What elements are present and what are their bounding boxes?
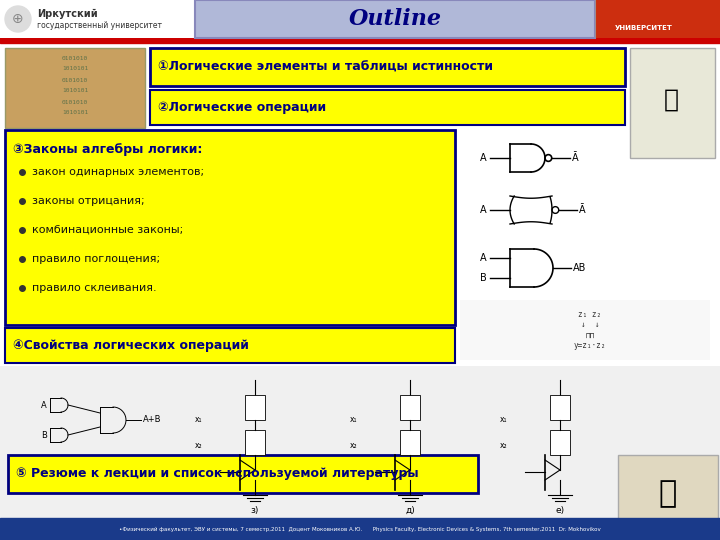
Bar: [340, 375, 485, 515]
Bar: [5, 370, 720, 518]
Bar: [595, 0, 720, 38]
Bar: [5, 328, 455, 363]
Text: ③Законы алгебры логики:: ③Законы алгебры логики:: [13, 144, 202, 157]
Text: x₁: x₁: [195, 415, 202, 424]
Bar: [150, 48, 625, 86]
Text: ②Логические операции: ②Логические операции: [158, 100, 326, 113]
Text: правило поглощения;: правило поглощения;: [32, 254, 160, 264]
Bar: [460, 300, 710, 360]
Text: z₁ z₂
↓  ↓
⊓⊓
y=z₁·z₂: z₁ z₂ ↓ ↓ ⊓⊓ y=z₁·z₂: [574, 310, 606, 350]
Text: законы отрицания;: законы отрицания;: [32, 196, 145, 206]
Text: A: A: [480, 253, 487, 263]
Text: A: A: [41, 401, 47, 409]
Text: x₂: x₂: [195, 441, 202, 449]
Text: 1010101: 1010101: [62, 111, 88, 116]
Text: 0101010: 0101010: [62, 78, 88, 83]
Text: комбинационные законы;: комбинационные законы;: [32, 225, 184, 235]
Text: Иркутский: Иркутский: [37, 9, 98, 19]
Text: правило склеивания.: правило склеивания.: [32, 283, 157, 293]
Text: ④Свойства логических операций: ④Свойства логических операций: [13, 339, 249, 352]
Bar: [150, 90, 625, 125]
Bar: [550, 395, 570, 420]
Text: B: B: [480, 273, 487, 284]
Text: Ā: Ā: [579, 205, 585, 215]
Text: 1010101: 1010101: [62, 89, 88, 93]
Bar: [185, 375, 330, 515]
Text: ⊕: ⊕: [12, 12, 24, 26]
Bar: [5, 48, 145, 128]
Text: A: A: [480, 205, 487, 215]
Text: AB: AB: [573, 263, 586, 273]
Bar: [195, 0, 595, 38]
Bar: [630, 48, 715, 158]
Bar: [618, 455, 718, 533]
Text: д): д): [405, 505, 415, 515]
Bar: [595, 0, 720, 38]
Bar: [0, 366, 720, 521]
Bar: [490, 375, 635, 515]
Text: x₂: x₂: [350, 441, 358, 449]
Text: x₁: x₁: [350, 415, 358, 424]
Text: 🖥️: 🖥️: [665, 88, 680, 112]
Text: •Физический факультет, ЭВУ и системы, 7 семестр,2011  Доцент Моковников А.Ю.    : •Физический факультет, ЭВУ и системы, 7 …: [119, 526, 601, 531]
Bar: [0, 0, 195, 38]
Text: A+B: A+B: [143, 415, 161, 424]
Text: ⑤ Резюме к лекции и список используемой литературы: ⑤ Резюме к лекции и список используемой …: [16, 468, 418, 481]
Text: з): з): [251, 505, 259, 515]
Text: 0101010: 0101010: [62, 56, 88, 60]
Text: е): е): [555, 505, 564, 515]
Text: B: B: [41, 430, 47, 440]
Bar: [400, 430, 420, 455]
Bar: [400, 395, 420, 420]
Text: x₂: x₂: [500, 441, 508, 449]
Text: закон одинарных элементов;: закон одинарных элементов;: [32, 167, 204, 177]
Circle shape: [5, 6, 31, 32]
Text: 1010101: 1010101: [62, 66, 88, 71]
Text: A: A: [480, 153, 487, 163]
Text: ①Логические элементы и таблицы истинности: ①Логические элементы и таблицы истинност…: [158, 60, 493, 73]
Text: Ā: Ā: [572, 153, 578, 163]
Bar: [5, 130, 455, 325]
Text: 📚: 📚: [659, 480, 677, 509]
Bar: [0, 518, 720, 540]
Text: x₁: x₁: [500, 415, 508, 424]
Bar: [0, 0, 720, 38]
Text: Outline: Outline: [348, 8, 441, 30]
Bar: [245, 395, 265, 420]
Bar: [550, 430, 570, 455]
Bar: [8, 455, 478, 493]
Text: 0101010: 0101010: [62, 99, 88, 105]
Text: государственный университет: государственный университет: [37, 21, 162, 30]
Bar: [0, 38, 720, 43]
Text: УНИВЕРСИТЕТ: УНИВЕРСИТЕТ: [615, 25, 673, 31]
Bar: [460, 128, 715, 368]
Bar: [245, 430, 265, 455]
